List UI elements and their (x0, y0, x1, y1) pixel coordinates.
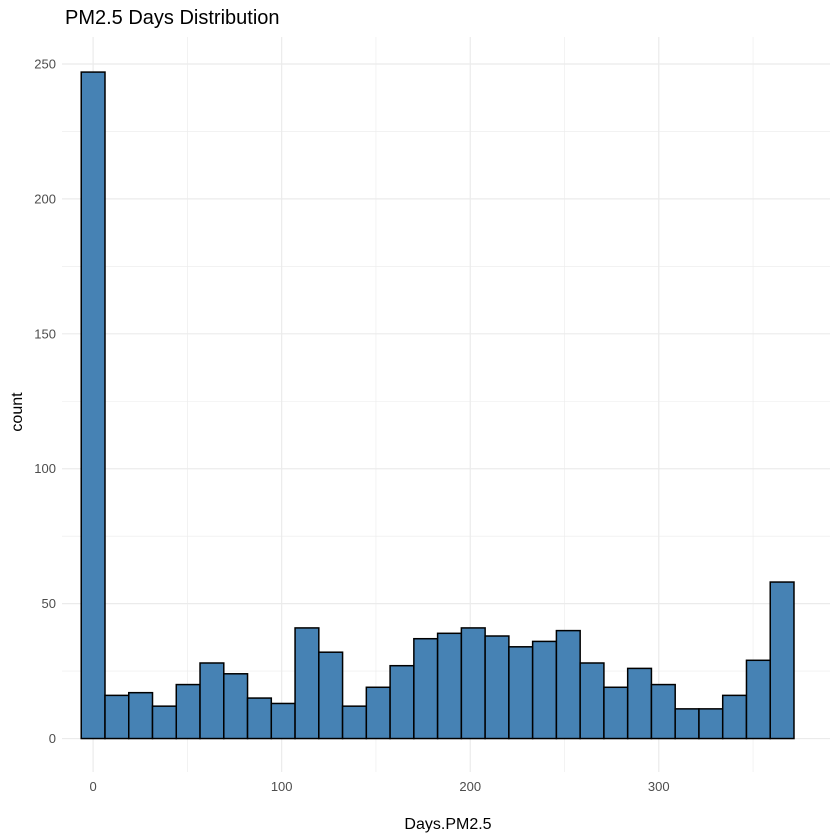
histogram-bar (341, 705, 368, 740)
x-axis-ticks: 0 100 200 300 (89, 779, 669, 794)
histogram-bar (223, 673, 249, 740)
y-tick-label: 100 (34, 461, 56, 476)
y-tick-label: 200 (34, 191, 56, 206)
histogram-bar (80, 71, 106, 740)
histogram-bar (674, 708, 700, 740)
x-tick-label: 0 (89, 779, 96, 794)
x-axis-title: Days.PM2.5 (404, 816, 491, 833)
histogram-bar (389, 664, 415, 740)
y-tick-label: 0 (49, 731, 56, 746)
histogram-bar (579, 662, 605, 740)
histogram-bar (626, 667, 653, 740)
x-tick-label: 200 (459, 779, 481, 794)
histogram-bar (104, 694, 130, 740)
histogram-bar (745, 659, 771, 740)
grid-lines (62, 37, 830, 772)
histogram-bar (508, 646, 534, 740)
histogram-bar (365, 686, 391, 740)
histogram-bar (769, 581, 795, 740)
histogram-bar (294, 627, 320, 740)
histogram-bar (175, 683, 201, 740)
histogram-bar (698, 708, 724, 740)
histogram-bar (484, 635, 510, 740)
y-tick-label: 50 (42, 596, 56, 611)
histogram-bar (246, 697, 273, 740)
histogram-bar (127, 691, 154, 740)
chart-title: PM2.5 Days Distribution (65, 7, 280, 29)
histogram-bar (436, 632, 463, 740)
x-tick-label: 300 (648, 779, 670, 794)
y-tick-label: 150 (34, 326, 56, 341)
bars (80, 71, 795, 740)
y-axis-ticks: 0 50 100 150 200 250 (34, 56, 56, 746)
x-tick-label: 100 (271, 779, 293, 794)
histogram-bar (531, 640, 558, 740)
histogram-bar (650, 683, 676, 740)
histogram-bar (151, 705, 178, 740)
histogram-bar (413, 637, 439, 740)
histogram-bar (270, 702, 296, 740)
histogram-bar (555, 629, 581, 740)
histogram-bar (460, 627, 486, 740)
histogram-bar (318, 651, 344, 740)
histogram-bar (721, 694, 748, 740)
histogram-bar (199, 662, 225, 740)
y-tick-label: 250 (34, 56, 56, 71)
histogram-bar (603, 686, 629, 740)
y-axis-title: count (9, 392, 26, 432)
